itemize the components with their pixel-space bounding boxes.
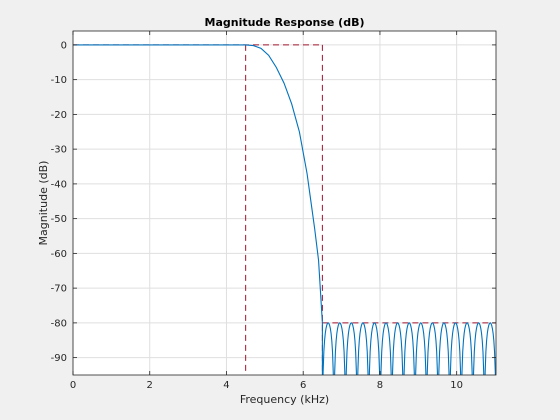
x-tick-label: 8 bbox=[377, 380, 383, 391]
x-tick-label: 2 bbox=[147, 380, 153, 391]
y-tick-label: -90 bbox=[51, 353, 67, 364]
x-tick-label: 0 bbox=[70, 380, 76, 391]
series bbox=[73, 44, 496, 375]
grid bbox=[72, 31, 496, 375]
y-tick-label: -40 bbox=[51, 179, 67, 190]
chart-title: Magnitude Response (dB) bbox=[205, 16, 365, 29]
y-tick-label: 0 bbox=[61, 40, 67, 51]
magnitude-response-line bbox=[73, 44, 496, 375]
x-tick-label: 6 bbox=[300, 380, 306, 391]
x-tick-label: 10 bbox=[450, 380, 463, 391]
y-axis-label: Magnitude (dB) bbox=[37, 161, 50, 246]
x-axis-label: Frequency (kHz) bbox=[240, 393, 329, 406]
plot-area bbox=[73, 31, 496, 375]
y-tick-label: -10 bbox=[51, 75, 67, 86]
y-tick-label: -70 bbox=[51, 284, 67, 295]
y-tick-label: -30 bbox=[51, 145, 67, 156]
x-tick-label: 4 bbox=[223, 380, 229, 391]
ticks: 0 2 4 6 8 10 0 -10 -20 -30 -40 -50 -60 -70 -80 -90 bbox=[51, 31, 496, 391]
plot-box bbox=[72, 30, 497, 376]
y-tick-label: -80 bbox=[51, 318, 67, 329]
y-tick-label: -50 bbox=[51, 214, 67, 225]
y-tick-label: -20 bbox=[51, 110, 67, 121]
y-tick-label: -60 bbox=[51, 249, 67, 260]
